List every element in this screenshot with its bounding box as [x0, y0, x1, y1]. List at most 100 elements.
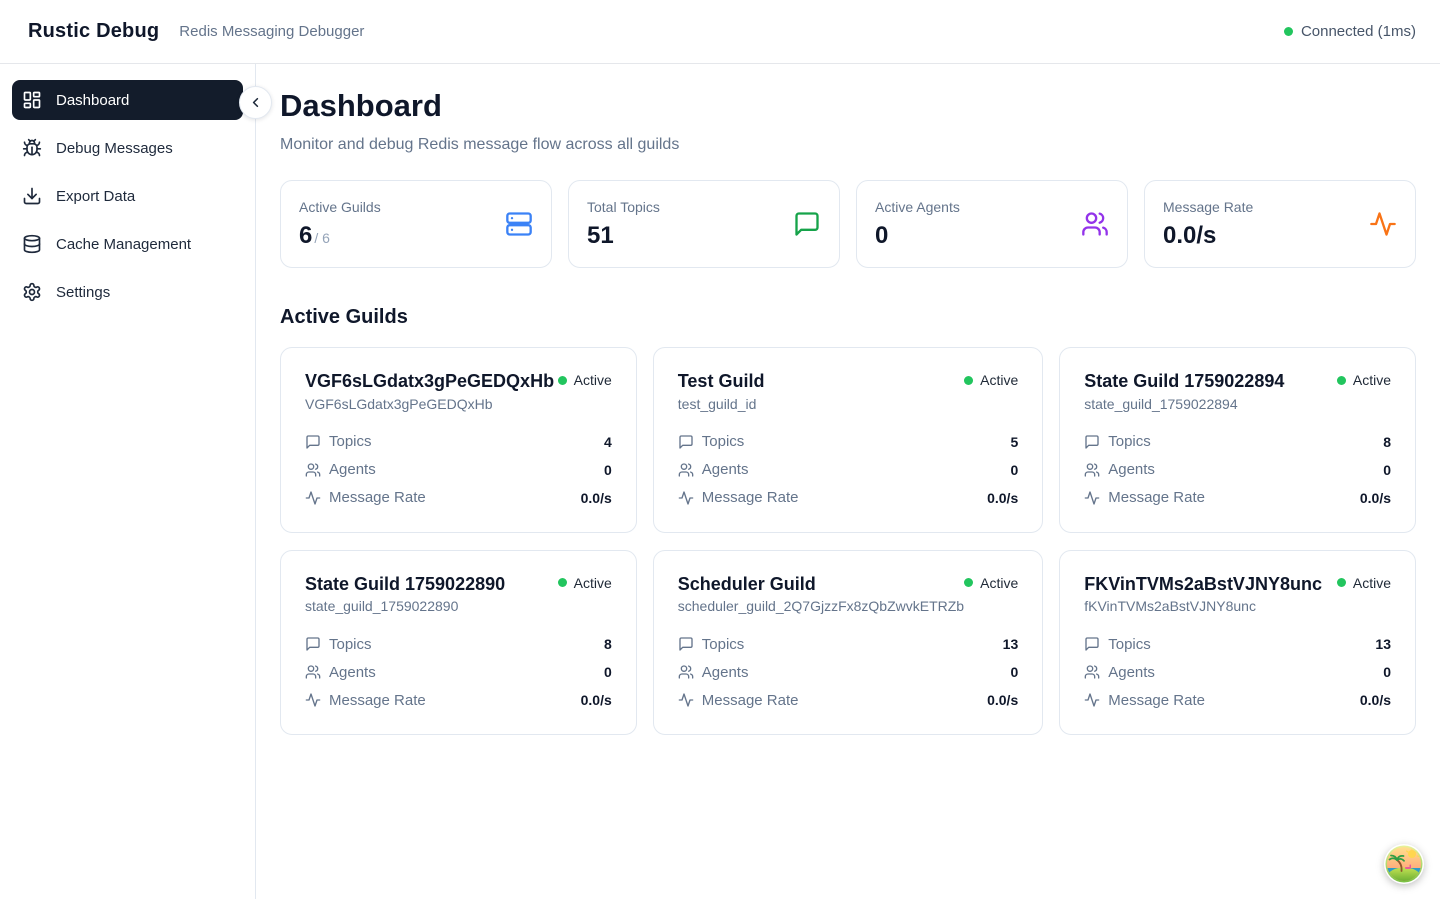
status-label: Active [980, 574, 1019, 591]
metric-row-message-rate: Message Rate 0.0/s [678, 484, 1018, 512]
guild-card[interactable]: State Guild 1759022894 state_guild_17590… [1059, 347, 1416, 533]
sidebar-item-dashboard[interactable]: Dashboard [12, 80, 243, 120]
sidebar-item-export-data[interactable]: Export Data [12, 176, 243, 216]
guild-id: state_guild_1759022894 [1084, 395, 1238, 412]
stat-card-total-topics: Total Topics 51 [568, 180, 840, 268]
guild-card[interactable]: VGF6sLGdatx3gPeGEDQxHb VGF6sLGdatx3gPeGE… [280, 347, 637, 533]
island-fab-button[interactable] [1383, 843, 1425, 885]
stat-value: 0 [875, 221, 889, 249]
guild-card[interactable]: FKVinTVMs2aBstVJNY8unc fKVinTVMs2aBstVJN… [1059, 549, 1416, 735]
metric-label: Topics [329, 635, 372, 653]
gear-icon [22, 282, 42, 302]
dashboard-icon [22, 90, 42, 110]
metric-row-message-rate: Message Rate 0.0/s [305, 484, 612, 512]
metric-label: Topics [701, 433, 745, 450]
sidebar-item-label: Settings [56, 283, 111, 301]
metric-label: Agents [701, 663, 749, 681]
message-square-icon [678, 434, 694, 450]
status-dot-icon [964, 375, 974, 385]
guild-card[interactable]: Test Guild test_guild_id Active Topics 5… [652, 347, 1044, 533]
stat-card-active-guilds: Active Guilds 6/ 6 [280, 180, 552, 268]
metric-value: 0.0/s [1359, 489, 1391, 506]
tropical-island-icon [1383, 843, 1425, 885]
metric-row-message-rate: Message Rate 0.0/s [1084, 686, 1391, 714]
sidebar-item-settings[interactable]: Settings [12, 272, 243, 312]
metric-row-message-rate: Message Rate 0.0/s [305, 686, 612, 714]
status-dot-icon [557, 375, 567, 385]
app-header: Rustic Debug Redis Messaging Debugger Co… [0, 0, 1440, 64]
status-dot-icon [964, 578, 974, 587]
metric-label: Agents [329, 461, 376, 478]
message-square-icon [793, 210, 821, 238]
metric-row-topics: Topics 8 [305, 630, 612, 658]
metric-label: Topics [1108, 635, 1151, 653]
status-label: Active [1352, 574, 1391, 591]
status-label: Active [980, 372, 1019, 388]
metric-value: 0 [603, 664, 612, 680]
metric-label: Agents [1108, 663, 1155, 681]
metric-label: Topics [701, 635, 745, 653]
guild-card[interactable]: State Guild 1759022890 state_guild_17590… [280, 549, 637, 735]
database-icon [22, 234, 42, 254]
status-label: Active [573, 574, 612, 591]
main-content: Dashboard Monitor and debug Redis messag… [256, 64, 1440, 899]
metric-row-agents: Agents 0 [678, 658, 1018, 686]
status-badge: Active [1336, 573, 1391, 591]
connection-status-label: Connected (1ms) [1300, 23, 1416, 40]
activity-icon [678, 692, 694, 708]
metric-value: 13 [1002, 636, 1019, 652]
stat-value: 6 [299, 221, 313, 249]
status-dot-icon [1336, 375, 1346, 385]
metric-value: 13 [1375, 636, 1391, 652]
status-badge: Active [1336, 370, 1391, 388]
sidebar-item-label: Dashboard [56, 91, 130, 109]
activity-icon [1084, 692, 1100, 708]
guild-name: State Guild 1759022894 [1084, 371, 1285, 391]
metric-label: Agents [1108, 461, 1155, 478]
activity-icon [1369, 210, 1397, 238]
status-badge: Active [557, 370, 612, 388]
guild-id: state_guild_1759022890 [305, 598, 459, 614]
guild-id: fKVinTVMs2aBstVJNY8unc [1084, 598, 1256, 614]
app-title: Rustic Debug [28, 20, 160, 42]
metric-label: Agents [701, 461, 749, 478]
metric-row-agents: Agents 0 [1084, 456, 1391, 484]
sidebar-item-debug-messages[interactable]: Debug Messages [12, 128, 243, 168]
users-icon [1084, 664, 1100, 680]
activity-icon [1084, 490, 1100, 506]
guild-grid: VGF6sLGdatx3gPeGEDQxHb VGF6sLGdatx3gPeGE… [280, 347, 1416, 735]
page-title: Dashboard [280, 88, 442, 123]
stat-label: Total Topics [587, 198, 660, 215]
metric-row-topics: Topics 5 [678, 428, 1018, 456]
metric-value: 0.0/s [580, 489, 612, 506]
metric-value: 0 [603, 461, 612, 478]
activity-icon [305, 490, 321, 506]
download-icon [22, 186, 42, 206]
metric-row-message-rate: Message Rate 0.0/s [678, 686, 1018, 714]
sidebar-item-label: Cache Management [56, 235, 192, 253]
status-badge: Active [964, 370, 1018, 388]
sidebar-item-cache-management[interactable]: Cache Management [12, 224, 243, 264]
stat-card-message-rate: Message Rate 0.0/s [1144, 180, 1416, 268]
users-icon [678, 664, 694, 680]
guild-card[interactable]: Scheduler Guild scheduler_guild_2Q7GjzzF… [652, 549, 1044, 735]
metric-row-topics: Topics 13 [678, 630, 1018, 658]
metric-value: 8 [1383, 433, 1391, 450]
metric-label: Message Rate [1108, 489, 1205, 506]
metric-row-agents: Agents 0 [678, 456, 1018, 484]
metric-row-agents: Agents 0 [1084, 658, 1391, 686]
metric-label: Message Rate [329, 489, 426, 506]
metric-value: 0.0/s [987, 489, 1019, 506]
bug-icon [22, 138, 42, 158]
stat-label: Active Guilds [299, 198, 381, 215]
metric-row-topics: Topics 13 [1084, 630, 1391, 658]
metric-value: 0 [1383, 664, 1391, 680]
stat-card-active-agents: Active Agents 0 [856, 180, 1128, 268]
guild-id: test_guild_id [677, 395, 757, 412]
sidebar-collapse-button[interactable] [239, 86, 272, 119]
stat-value: 51 [587, 221, 614, 249]
metric-label: Topics [329, 433, 372, 450]
app-subtitle: Redis Messaging Debugger [179, 23, 365, 40]
status-dot-icon [557, 578, 567, 587]
stat-label: Active Agents [875, 198, 960, 215]
